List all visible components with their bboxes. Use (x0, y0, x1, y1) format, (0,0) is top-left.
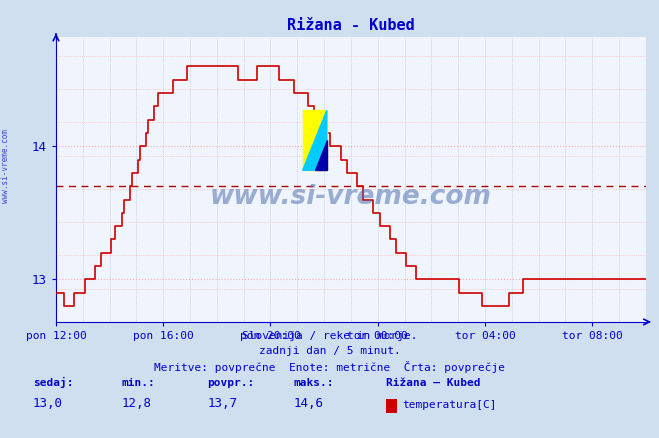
Polygon shape (315, 140, 327, 170)
Text: 13,7: 13,7 (208, 396, 238, 410)
Text: sedaj:: sedaj: (33, 377, 73, 388)
Text: zadnji dan / 5 minut.: zadnji dan / 5 minut. (258, 346, 401, 356)
Text: www.si-vreme.com: www.si-vreme.com (210, 184, 492, 210)
Text: 14,6: 14,6 (293, 396, 324, 410)
Text: min.:: min.: (122, 378, 156, 388)
Text: 13,0: 13,0 (33, 396, 63, 410)
Text: 12,8: 12,8 (122, 396, 152, 410)
Text: maks.:: maks.: (293, 378, 333, 388)
Polygon shape (302, 110, 327, 170)
Text: www.si-vreme.com: www.si-vreme.com (1, 130, 10, 203)
Polygon shape (302, 110, 327, 170)
Text: Meritve: povprečne  Enote: metrične  Črta: povprečje: Meritve: povprečne Enote: metrične Črta:… (154, 361, 505, 373)
Title: Rižana - Kubed: Rižana - Kubed (287, 18, 415, 33)
Text: povpr.:: povpr.: (208, 378, 255, 388)
Text: Slovenija / reke in morje.: Slovenija / reke in morje. (242, 331, 417, 341)
Text: temperatura[C]: temperatura[C] (402, 399, 496, 410)
Text: Rižana – Kubed: Rižana – Kubed (386, 378, 480, 388)
